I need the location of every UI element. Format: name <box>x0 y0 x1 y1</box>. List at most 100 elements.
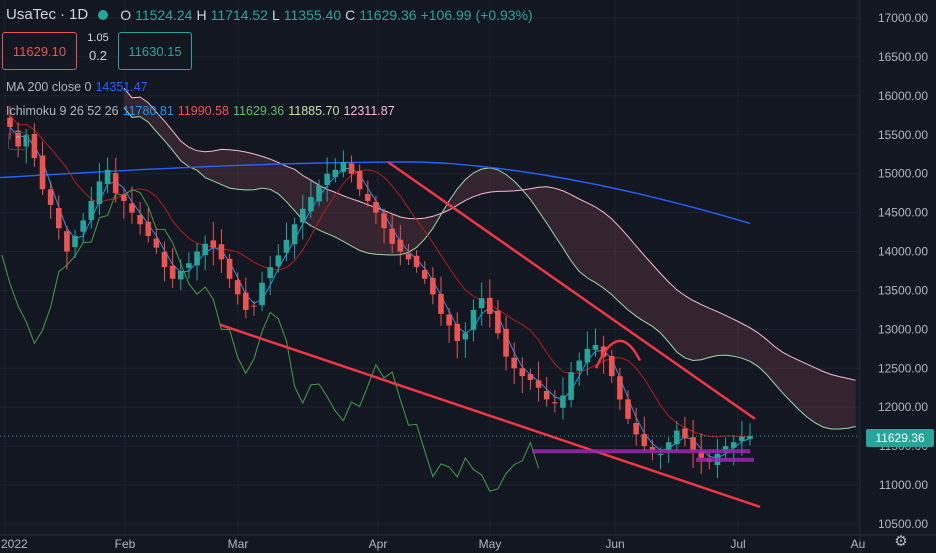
candle-body <box>584 348 591 363</box>
candle-body <box>218 244 225 260</box>
candle-body <box>527 374 534 380</box>
gear-icon[interactable]: ⚙ <box>894 533 908 550</box>
chevron-up-icon[interactable]: ⌃ <box>8 132 28 150</box>
last-price-label: 11629.36 <box>866 429 934 447</box>
sell-button[interactable]: 11629.10 <box>2 32 77 70</box>
price-tick-label: 12000.00 <box>878 400 928 414</box>
time-tick-label: Jul <box>730 537 745 551</box>
time-tick-label: Mar <box>228 537 249 551</box>
candle-body <box>454 323 461 342</box>
candle-body <box>194 251 200 266</box>
candles <box>7 106 753 479</box>
candle-body <box>560 395 566 408</box>
candle-body <box>446 314 452 326</box>
candle-body <box>153 238 160 248</box>
candle-body <box>340 162 347 172</box>
span-b-line <box>123 87 856 381</box>
candle-body <box>324 173 330 186</box>
candle-body <box>145 221 152 236</box>
ma-legend[interactable]: MA 200 close 0 14351.47 <box>6 80 148 94</box>
open-label: O <box>120 6 132 23</box>
candle-body <box>633 423 639 435</box>
candle-body <box>275 255 282 267</box>
close-value: 11629.36 <box>359 6 417 23</box>
drawings <box>0 160 860 509</box>
ichimoku-lead1: 11885.70 <box>288 104 340 118</box>
spread-box: 1.05 0.2 <box>82 32 114 63</box>
ichimoku-label: Ichimoku 9 26 52 26 <box>6 104 119 118</box>
candle-body <box>177 271 184 280</box>
interval[interactable]: 1D <box>69 6 89 23</box>
candle-body <box>259 282 265 306</box>
high-label: H <box>196 6 207 23</box>
ichimoku-legend[interactable]: Ichimoku 9 26 52 26 11780.81 11990.58 11… <box>6 104 395 118</box>
candle-body <box>470 309 477 330</box>
time-tick-label: Au <box>851 537 866 551</box>
time-axis[interactable]: 2022 Feb Mar Apr May Jun Jul Au <box>0 534 936 551</box>
candle-body <box>462 333 469 340</box>
candle-body <box>72 235 78 248</box>
candle-body <box>234 280 241 295</box>
candle-body <box>80 220 86 232</box>
candle-body <box>161 251 168 268</box>
candle-body <box>381 213 387 229</box>
symbol-name[interactable]: UsaTec <box>6 6 57 23</box>
candle-body <box>397 239 404 252</box>
ichimoku-lead2: 12311.87 <box>343 104 395 118</box>
candle-body <box>186 263 192 268</box>
buy-button[interactable]: 11630.15 <box>118 32 192 70</box>
low-value: 11355.40 <box>283 6 342 23</box>
candle-body <box>291 224 298 245</box>
candle-body <box>649 447 656 451</box>
time-tick-label: Apr <box>369 537 388 551</box>
time-tick-label: Jun <box>605 537 624 551</box>
price-tick-label: 14000.00 <box>878 245 928 259</box>
high-value: 11714.52 <box>210 6 268 23</box>
candle-body <box>576 360 583 371</box>
candle-body <box>568 372 574 400</box>
price-tick-label: 15000.00 <box>878 167 928 181</box>
candle-body <box>698 451 705 458</box>
ichimoku-conversion: 11780.81 <box>122 104 174 118</box>
candle-body <box>608 355 615 377</box>
close-label: C <box>345 6 356 23</box>
candle-body <box>657 453 664 455</box>
eye-icon[interactable] <box>98 9 109 20</box>
candle-body <box>7 117 13 127</box>
price-axis[interactable]: 17000.00 16500.00 16000.00 15500.00 15000.00… <box>859 0 936 553</box>
ichimoku-base: 11990.58 <box>177 104 230 118</box>
candle-body <box>47 189 54 205</box>
candle-body <box>112 173 119 194</box>
candle-body <box>121 194 127 201</box>
chikou-line <box>1 188 540 492</box>
candle-body <box>503 328 509 357</box>
price-axis-bg <box>860 0 936 553</box>
candle-body <box>23 134 30 147</box>
candle-body <box>55 208 62 229</box>
candle-body <box>169 265 176 279</box>
candle-body <box>495 310 501 334</box>
ma-value: 14351.47 <box>95 80 148 94</box>
candle-body <box>552 402 558 404</box>
price-tick-label: 12500.00 <box>878 361 928 375</box>
support-zone <box>532 449 750 454</box>
price-tick-label: 10500.00 <box>878 517 928 531</box>
open-value: 11524.24 <box>135 6 193 23</box>
candle-body <box>421 270 428 279</box>
candle-body <box>690 437 696 451</box>
candle-body <box>64 231 70 252</box>
candle-body <box>243 292 249 310</box>
price-tick-label: 16500.00 <box>878 50 928 64</box>
candle-body <box>283 239 290 253</box>
interval-dot: · <box>60 6 66 23</box>
price-tick-label: 17000.00 <box>878 11 928 25</box>
candle-body <box>365 193 371 201</box>
candle-body <box>722 446 729 450</box>
candle-body <box>299 208 306 223</box>
candle-body <box>430 277 436 295</box>
candle-body <box>88 200 95 220</box>
candle-body <box>251 305 257 307</box>
candle-body <box>730 442 737 448</box>
candle-body <box>674 430 680 445</box>
candle-body <box>641 433 648 447</box>
